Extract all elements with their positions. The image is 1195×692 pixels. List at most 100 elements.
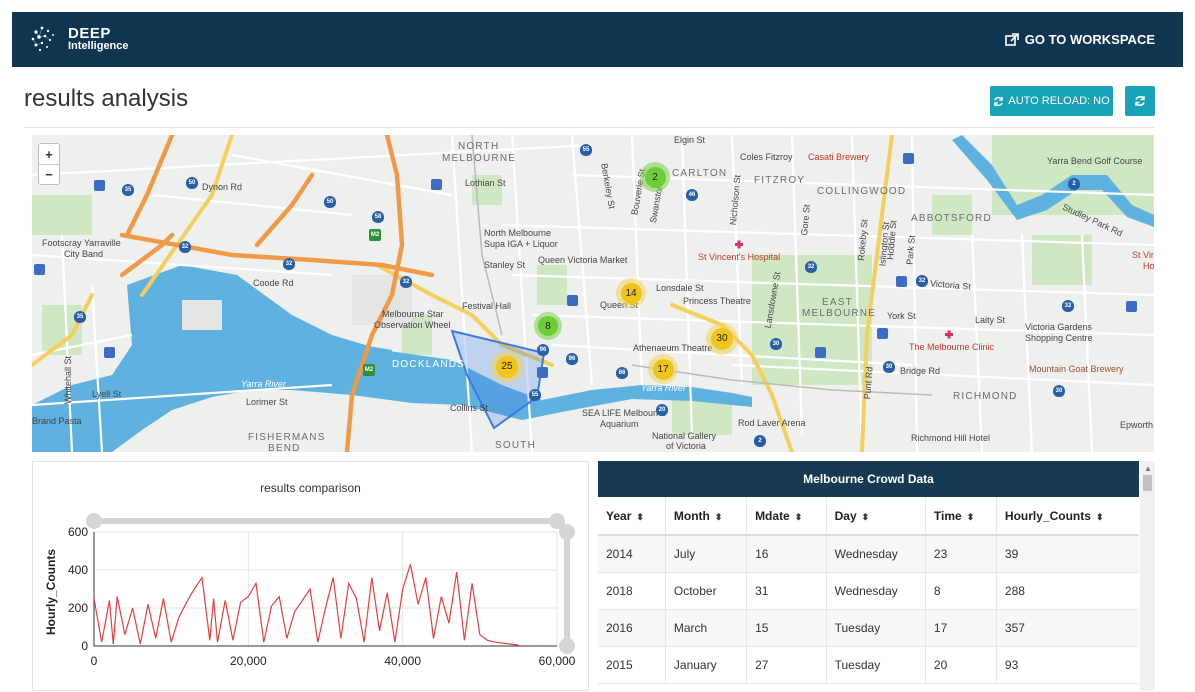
poi-label: Brand Pasta <box>32 416 82 426</box>
route-shield: 50 <box>324 196 336 208</box>
tram-stop-icon <box>104 347 115 358</box>
poi-label: Footscray Yarraville <box>42 238 121 248</box>
street-label: Queen St <box>600 300 639 310</box>
route-shield: 2 <box>754 435 766 447</box>
tram-stop-icon <box>903 153 914 164</box>
x-range-start-handle[interactable] <box>86 513 102 529</box>
cluster-count: 30 <box>710 327 734 351</box>
poi-label: Queen Victoria Market <box>538 255 628 265</box>
scroll-up-icon[interactable]: ▲ <box>1144 464 1152 473</box>
results-comparison-panel: results comparison 0 200 400 600 0 20,000 40,… <box>32 461 589 691</box>
marker-cluster[interactable]: 14 <box>616 278 646 308</box>
cell-year: 2015 <box>598 646 666 684</box>
scrollbar-thumb[interactable] <box>1143 475 1152 491</box>
tram-stop-icon <box>896 276 907 287</box>
route-shield: 50 <box>186 177 198 189</box>
table-scrollbar[interactable]: ▲ <box>1140 461 1155 691</box>
district-label: NORTH <box>458 141 500 152</box>
cluster-count: 25 <box>495 355 519 379</box>
district-label: MELBOURNE <box>802 308 877 319</box>
column-header-year[interactable]: Year ⬍ <box>598 497 666 536</box>
poi-label: Shopping Centre <box>1025 333 1093 343</box>
poi-label: Mountain Goat Brewery <box>1029 364 1124 374</box>
x-range-end-handle[interactable] <box>549 513 565 529</box>
column-header-day[interactable]: Day ⬍ <box>826 497 926 536</box>
route-shield: 86 <box>616 367 628 379</box>
route-shield: 30 <box>1053 385 1065 397</box>
route-shield: 30 <box>770 338 782 350</box>
y-range-top-handle[interactable] <box>559 524 575 540</box>
district-label: BEND <box>268 443 301 452</box>
column-header-hourly-counts[interactable]: Hourly_Counts ⬍ <box>996 497 1139 536</box>
melbourne-crowd-table-panel: Melbourne Crowd Data Year ⬍ Month ⬍ Mdate ⬍… <box>598 461 1155 691</box>
tram-stop-icon <box>1126 301 1137 312</box>
cluster-count: 2 <box>644 166 666 188</box>
cluster-count: 17 <box>652 358 674 380</box>
route-shield: 55 <box>580 144 592 156</box>
column-header-mdate[interactable]: Mdate ⬍ <box>746 497 827 536</box>
marker-cluster[interactable]: 30 <box>706 323 738 355</box>
river-label: Yarra River <box>241 379 286 389</box>
poi-label: St Vincent's Hospital <box>698 252 781 262</box>
cell-time: 23 <box>925 535 997 573</box>
tram-stop-icon <box>567 295 578 306</box>
melbourne-map[interactable]: NORTH MELBOURNE CARLTON FITZROY COLLINGW… <box>32 135 1154 452</box>
title-divider <box>24 127 1154 128</box>
cell-day: Tuesday <box>826 609 926 647</box>
tram-stop-icon <box>431 179 442 190</box>
cell-month: March <box>665 609 748 647</box>
marker-cluster[interactable]: 17 <box>648 354 678 384</box>
go-to-workspace-button[interactable]: GO TO WORKSPACE <box>1004 32 1155 47</box>
poi-label: Melbourne Star <box>382 309 444 319</box>
sort-icon: ⬍ <box>1095 511 1104 522</box>
district-label: EAST <box>822 297 853 308</box>
refresh-button[interactable] <box>1125 86 1155 116</box>
zoom-out-button[interactable]: − <box>39 164 59 184</box>
column-header-month[interactable]: Month ⬍ <box>665 497 748 536</box>
auto-reload-label: AUTO RELOAD: NO <box>1008 95 1110 107</box>
district-label: CARLTON <box>672 168 728 179</box>
column-header-time[interactable]: Time ⬍ <box>925 497 997 536</box>
route-shield: 20 <box>656 404 668 416</box>
route-shield: 32 <box>805 261 817 273</box>
sort-icon: ⬍ <box>714 511 723 522</box>
poi-label: Coles Fitzroy <box>740 152 793 162</box>
marker-cluster[interactable]: 2 <box>640 162 670 192</box>
y-range-bottom-handle[interactable] <box>559 638 575 654</box>
route-shield: 32 <box>1062 300 1074 312</box>
street-label: Lyell St <box>92 389 122 399</box>
cell-mdate: 16 <box>746 535 827 573</box>
route-shield: 32 <box>179 241 191 253</box>
marker-cluster[interactable]: 25 <box>491 351 523 383</box>
district-label: COLLINGWOOD <box>817 186 907 197</box>
map-zoom-control: + − <box>38 143 60 185</box>
route-shield: 2 <box>1068 178 1080 190</box>
street-label: Lorimer St <box>246 397 288 407</box>
street-label: York St <box>887 311 916 321</box>
table-row[interactable]: 2014 July 16 Wednesday 23 39 <box>598 535 1139 573</box>
zoom-in-button[interactable]: + <box>45 146 53 162</box>
cell-day: Wednesday <box>826 572 926 610</box>
cell-time: 17 <box>925 609 997 647</box>
results-comparison-chart[interactable]: 0 200 400 600 0 20,000 40,000 60,000 Hourly_Co… <box>33 462 590 692</box>
table-row[interactable]: 2018 October 31 Wednesday 8 288 <box>598 572 1139 610</box>
crowd-data-table: Year ⬍ Month ⬍ Mdate ⬍ Day ⬍ Time ⬍ Hourly_Co… <box>598 497 1139 684</box>
route-shield: 58 <box>372 211 384 223</box>
series-line <box>93 564 519 646</box>
street-label: Elgin St <box>674 135 706 145</box>
auto-reload-button[interactable]: AUTO RELOAD: NO <box>990 86 1113 116</box>
cell-day: Tuesday <box>826 646 926 684</box>
street-label: Coode Rd <box>253 278 294 288</box>
district-label: DOCKLANDS <box>392 359 466 370</box>
logo-line2: Intelligence <box>68 39 129 52</box>
poi-label: Casati Brewery <box>808 152 870 162</box>
table-row[interactable]: 2015 January 27 Tuesday 20 93 <box>598 646 1139 684</box>
district-label: FITZROY <box>754 175 806 186</box>
table-row[interactable]: 2016 March 15 Tuesday 17 357 <box>598 609 1139 647</box>
poi-label: Richmond Hill Hotel <box>911 433 991 443</box>
deep-intelligence-logo[interactable]: DEEP Intelligence <box>28 22 129 58</box>
sort-icon: ⬍ <box>966 511 975 522</box>
marker-cluster[interactable]: 8 <box>534 312 562 340</box>
sync-icon <box>994 96 1004 106</box>
cluster-count: 8 <box>538 316 558 336</box>
